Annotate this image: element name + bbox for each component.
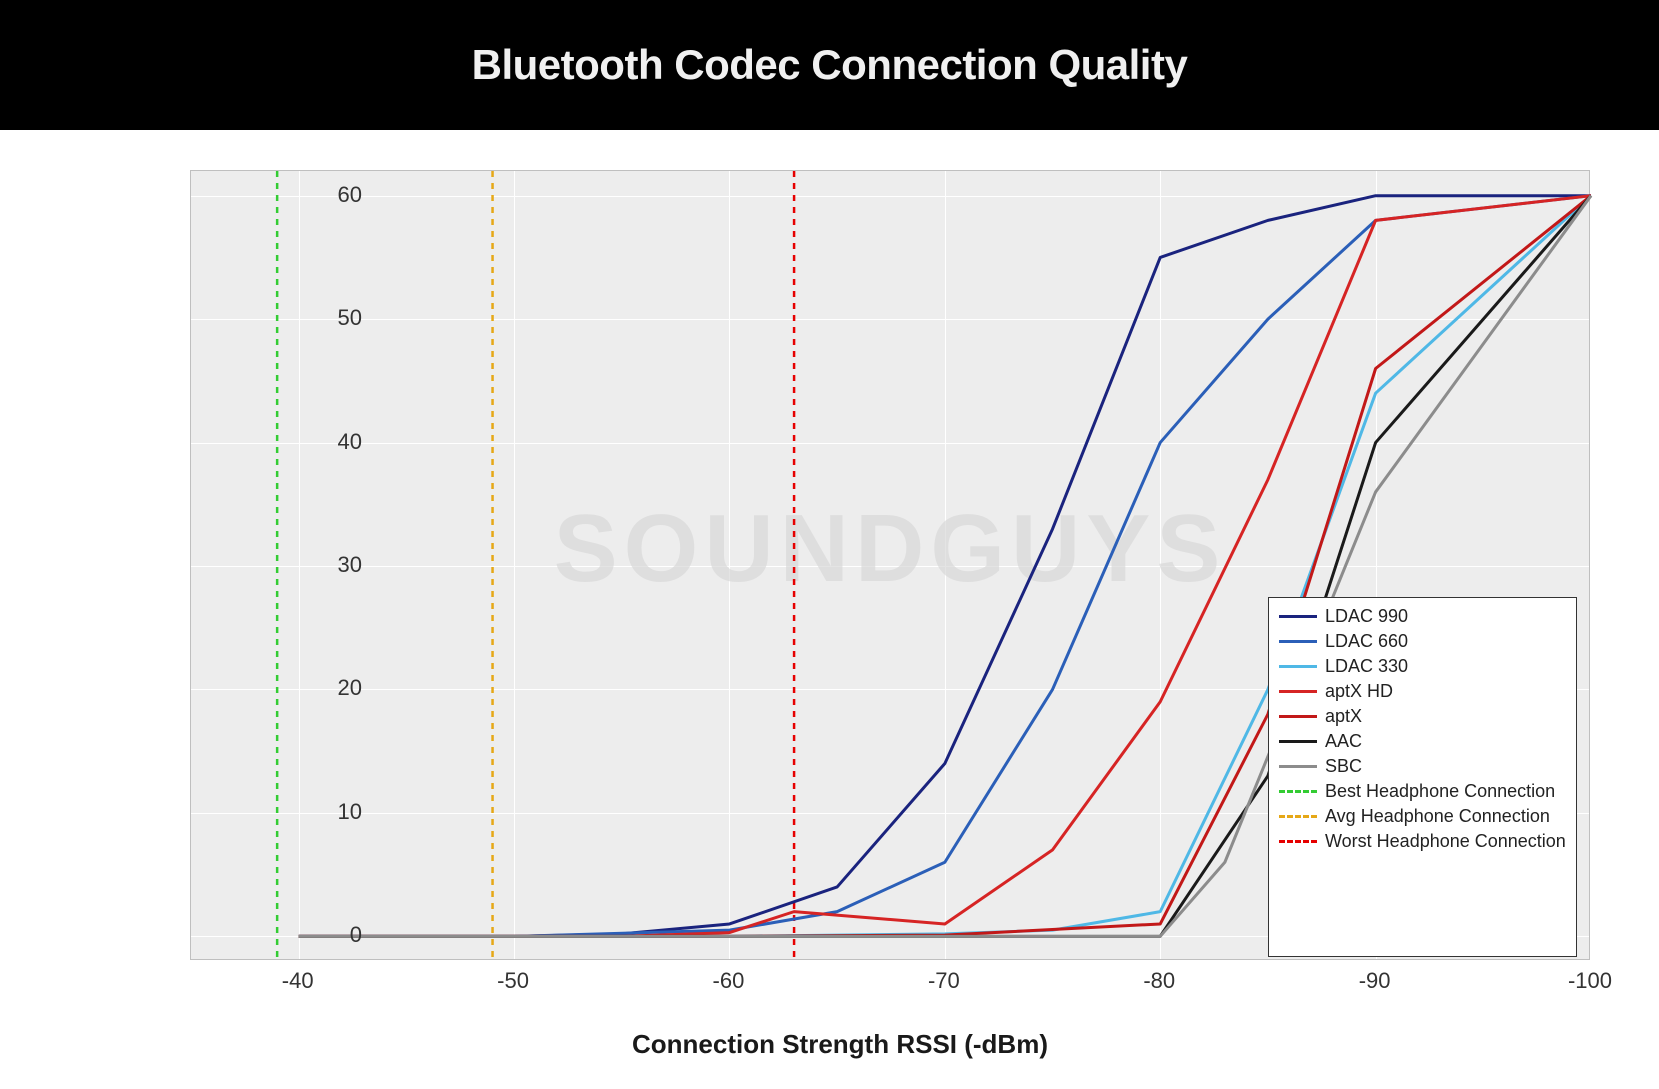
legend-row: AAC [1279, 729, 1566, 754]
x-tick-label: -70 [928, 968, 960, 994]
y-tick-label: 10 [312, 799, 362, 825]
legend-swatch [1279, 765, 1317, 768]
legend-row: Worst Headphone Connection [1279, 829, 1566, 854]
legend-swatch [1279, 840, 1317, 843]
legend-swatch [1279, 640, 1317, 643]
legend-row: Best Headphone Connection [1279, 779, 1566, 804]
y-tick-label: 20 [312, 675, 362, 701]
legend-row: LDAC 330 [1279, 654, 1566, 679]
y-tick-label: 0 [312, 922, 362, 948]
x-tick-label: -80 [1143, 968, 1175, 994]
y-tick-label: 40 [312, 429, 362, 455]
legend-label: Worst Headphone Connection [1325, 831, 1566, 852]
x-tick-label: -50 [497, 968, 529, 994]
legend-label: aptX HD [1325, 681, 1393, 702]
legend-label: Avg Headphone Connection [1325, 806, 1550, 827]
legend-row: aptX HD [1279, 679, 1566, 704]
legend-swatch [1279, 740, 1317, 743]
legend-swatch [1279, 665, 1317, 668]
legend-label: LDAC 990 [1325, 606, 1408, 627]
gridline-v [1591, 171, 1592, 959]
legend-label: Best Headphone Connection [1325, 781, 1555, 802]
legend-label: AAC [1325, 731, 1362, 752]
y-tick-label: 30 [312, 552, 362, 578]
legend: LDAC 990 LDAC 660 LDAC 330 aptX HD aptX AAC SB… [1268, 597, 1577, 958]
chart-title: Bluetooth Codec Connection Quality [472, 41, 1188, 89]
legend-swatch [1279, 790, 1317, 793]
legend-label: SBC [1325, 756, 1362, 777]
legend-row: aptX [1279, 704, 1566, 729]
x-tick-label: -40 [282, 968, 314, 994]
legend-swatch [1279, 715, 1317, 718]
y-tick-label: 50 [312, 305, 362, 331]
legend-swatch [1279, 690, 1317, 693]
page: Bluetooth Codec Connection Quality Secon… [0, 0, 1659, 1089]
legend-row: SBC [1279, 754, 1566, 779]
legend-swatch [1279, 815, 1317, 818]
legend-label: LDAC 660 [1325, 631, 1408, 652]
legend-label: aptX [1325, 706, 1362, 727]
x-axis-label: Connection Strength RSSI (-dBm) [632, 1029, 1048, 1060]
x-tick-label: -90 [1359, 968, 1391, 994]
legend-row: LDAC 660 [1279, 629, 1566, 654]
legend-swatch [1279, 615, 1317, 618]
x-tick-label: -100 [1568, 968, 1612, 994]
legend-row: Avg Headphone Connection [1279, 804, 1566, 829]
title-bar: Bluetooth Codec Connection Quality [0, 0, 1659, 130]
legend-label: LDAC 330 [1325, 656, 1408, 677]
legend-row: LDAC 990 [1279, 604, 1566, 629]
x-tick-label: -60 [713, 968, 745, 994]
chart-container: Seconds of dropped audio per minute (low… [50, 150, 1630, 1070]
y-tick-label: 60 [312, 182, 362, 208]
